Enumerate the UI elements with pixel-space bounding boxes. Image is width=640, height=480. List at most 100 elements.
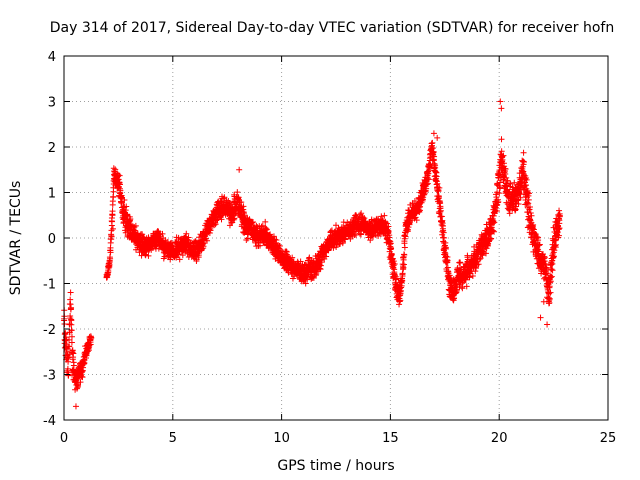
data-point <box>66 320 73 327</box>
data-point <box>123 203 130 210</box>
data-point <box>435 187 442 194</box>
data-point <box>386 232 393 239</box>
data-point <box>388 245 395 252</box>
data-point <box>109 218 116 225</box>
data-point <box>108 233 115 240</box>
chart-title: Day 314 of 2017, Sidereal Day-to-day VTE… <box>50 20 614 36</box>
x-tick-label: 15 <box>382 431 399 446</box>
data-point <box>397 297 404 304</box>
data-point <box>444 264 451 271</box>
x-tick-label: 25 <box>600 431 617 446</box>
data-point <box>401 251 408 258</box>
data-point <box>353 213 360 220</box>
data-point <box>77 379 84 386</box>
data-point <box>66 336 73 343</box>
data-point <box>75 382 82 389</box>
data-point <box>62 331 69 338</box>
data-point <box>520 149 527 156</box>
data-point <box>74 385 81 392</box>
data-point <box>401 244 408 251</box>
data-point <box>68 317 75 324</box>
data-point <box>161 253 168 260</box>
data-point <box>79 374 86 381</box>
data-point <box>342 236 349 243</box>
data-point <box>142 251 149 258</box>
data-point <box>132 222 139 229</box>
data-point <box>544 321 551 328</box>
data-point <box>142 252 149 259</box>
data-point <box>401 232 408 239</box>
data-point <box>68 339 75 346</box>
y-tick-label: 1 <box>48 187 56 202</box>
y-tick-label: 3 <box>48 96 56 111</box>
data-point <box>64 365 71 372</box>
data-point <box>317 262 324 269</box>
data-point <box>240 203 247 210</box>
data-point <box>72 403 79 410</box>
data-point <box>397 290 404 297</box>
data-point <box>390 258 397 265</box>
data-point <box>231 215 238 222</box>
data-point <box>262 218 269 225</box>
data-point <box>145 252 152 259</box>
data-point <box>116 172 123 179</box>
y-axis-label: SDTVAR / TECUs <box>8 181 24 296</box>
x-tick-label: 10 <box>273 431 290 446</box>
data-point <box>358 210 365 217</box>
data-point <box>68 333 75 340</box>
data-point <box>398 282 405 289</box>
data-point <box>424 180 431 187</box>
data-point <box>400 264 407 271</box>
data-point <box>121 197 128 204</box>
data-point <box>179 252 186 259</box>
data-point <box>87 341 94 348</box>
data-point <box>185 234 192 241</box>
data-point <box>556 207 563 214</box>
y-tick-label: -1 <box>43 278 56 293</box>
data-point <box>109 211 116 218</box>
data-point <box>257 242 264 249</box>
x-axis-label: GPS time / hours <box>277 458 394 474</box>
y-tick-label: -3 <box>43 369 56 384</box>
data-point <box>270 233 277 240</box>
data-point <box>127 215 134 222</box>
y-tick-label: -4 <box>43 414 56 429</box>
data-point <box>68 327 75 334</box>
data-point <box>497 98 504 105</box>
x-tick-label: 20 <box>491 431 508 446</box>
data-point <box>385 228 392 235</box>
data-point <box>318 259 325 266</box>
y-tick-label: 2 <box>48 141 56 156</box>
data-point <box>154 227 161 234</box>
data-point <box>425 176 432 183</box>
data-point <box>323 253 330 260</box>
data-point <box>361 215 368 222</box>
data-point <box>236 166 243 173</box>
data-point <box>273 236 280 243</box>
data-point <box>304 276 311 283</box>
data-point <box>117 187 124 194</box>
data-point <box>238 199 245 206</box>
data-point <box>81 360 88 367</box>
data-point <box>316 265 323 272</box>
data-point <box>107 249 114 256</box>
data-point <box>540 298 547 305</box>
data-point <box>249 219 256 226</box>
data-point <box>70 350 77 357</box>
x-tick-label: 5 <box>169 431 177 446</box>
y-tick-label: 4 <box>48 50 56 65</box>
data-points <box>61 98 563 410</box>
data-point <box>434 134 441 141</box>
x-tick-label: 0 <box>60 431 68 446</box>
data-point <box>430 130 437 137</box>
data-point <box>388 251 395 258</box>
data-point <box>498 136 505 143</box>
data-point <box>306 254 313 261</box>
data-point <box>546 299 553 306</box>
data-point <box>61 321 68 328</box>
data-point <box>221 194 228 201</box>
data-point <box>258 223 265 230</box>
data-point <box>283 248 290 255</box>
data-point <box>423 181 430 188</box>
data-point <box>391 261 398 268</box>
